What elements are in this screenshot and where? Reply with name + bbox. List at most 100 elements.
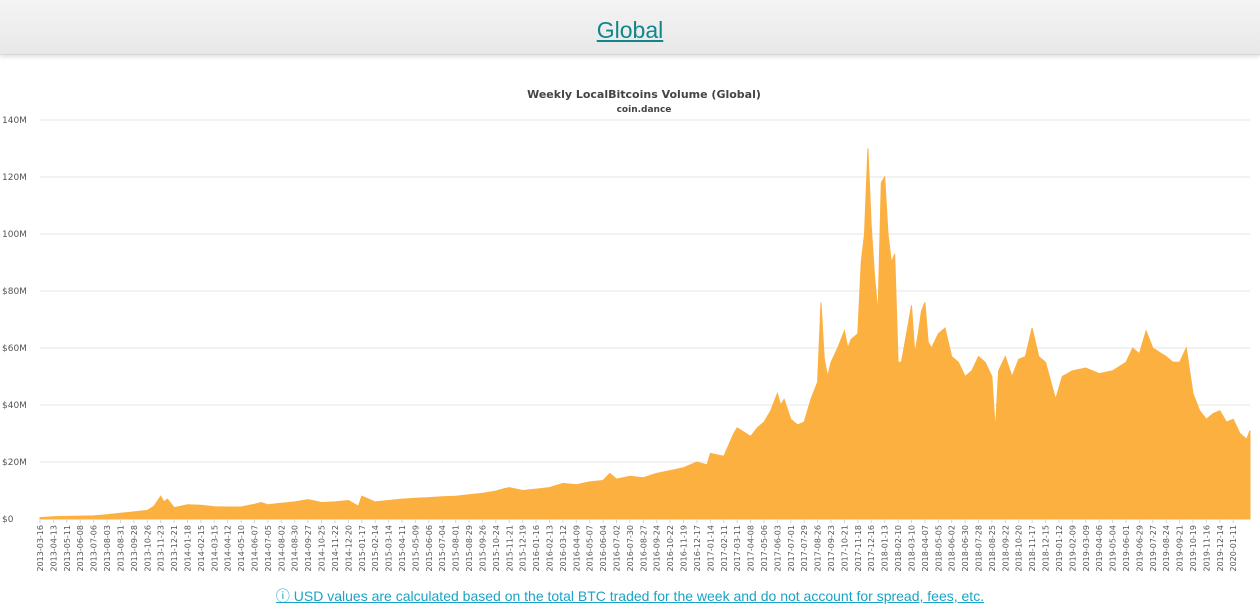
x-tick-label: 2014-01-18 <box>184 525 193 572</box>
x-tick-label: 2019-08-24 <box>1162 525 1171 572</box>
x-tick-label: 2013-04-13 <box>49 525 58 572</box>
x-tick-label: 2014-08-02 <box>277 525 286 572</box>
x-tick-label: 2017-10-21 <box>840 525 849 572</box>
x-tick-label: 2018-05-05 <box>934 525 943 572</box>
x-tick-label: 2018-06-30 <box>961 525 970 572</box>
x-tick-label: 2015-05-09 <box>411 525 420 572</box>
x-tick-label: 2017-09-23 <box>827 525 836 572</box>
x-tick-label: 2013-09-28 <box>130 525 139 572</box>
x-tick-label: 2019-01-12 <box>1055 525 1064 572</box>
x-tick-label: 2017-08-26 <box>814 525 823 572</box>
y-axis: $0 $20M $40M $60M $80M 100M 120M 140M <box>2 116 27 525</box>
x-tick-label: 2014-07-05 <box>264 525 273 572</box>
x-tick-label: 2014-08-30 <box>291 525 300 572</box>
x-tick-label: 2017-04-08 <box>747 525 756 572</box>
x-tick-label: 2018-03-10 <box>908 525 917 572</box>
x-tick-label: 2018-02-10 <box>894 525 903 572</box>
x-tick-label: 2015-07-04 <box>438 525 447 572</box>
x-tick-label: 2019-03-09 <box>1082 525 1091 572</box>
data-area <box>39 148 1251 520</box>
x-tick-label: 2016-01-16 <box>532 525 541 572</box>
x-tick-label: 2015-06-06 <box>425 525 434 572</box>
x-tick-label: 2015-02-14 <box>371 525 380 572</box>
x-tick-label: 2014-02-15 <box>197 525 206 572</box>
x-tick-label: 2015-10-24 <box>492 525 501 572</box>
x-tick-label: 2017-02-11 <box>720 525 729 572</box>
page-header: Global <box>0 0 1260 55</box>
x-tick-label: 2015-08-01 <box>452 525 461 572</box>
x-tick-label: 2019-04-06 <box>1095 525 1104 572</box>
x-tick-label: 2016-08-27 <box>639 525 648 572</box>
x-tick-label: 2016-11-19 <box>680 525 689 572</box>
x-tick-label: 2019-05-04 <box>1109 525 1118 572</box>
x-tick-label: 2015-12-19 <box>519 525 528 572</box>
x-tick-label: 2018-10-20 <box>1015 525 1024 572</box>
x-tick-label: 2014-11-22 <box>331 525 340 572</box>
volume-chart: Weekly LocalBitcoins Volume (Global) coi… <box>0 74 1260 582</box>
x-tick-label: 2019-11-16 <box>1202 525 1211 572</box>
x-tick-label: 2017-07-01 <box>787 525 796 572</box>
y-tick-label: $80M <box>2 287 27 297</box>
x-tick-label: 2018-08-25 <box>988 525 997 572</box>
x-tick-label: 2014-05-10 <box>237 525 246 572</box>
x-tick-label: 2016-10-22 <box>666 525 675 572</box>
x-tick-label: 2014-04-12 <box>224 525 233 572</box>
x-tick-label: 2013-11-23 <box>157 525 166 572</box>
y-tick-label: 100M <box>2 230 27 240</box>
x-tick-label: 2019-06-01 <box>1122 525 1131 572</box>
x-tick-label: 2014-06-07 <box>251 525 260 572</box>
y-tick-label: 120M <box>2 173 27 183</box>
grid-lines <box>40 119 1250 520</box>
x-tick-label: 2018-09-22 <box>1001 525 1010 572</box>
y-tick-label: 140M <box>2 116 27 126</box>
x-tick-label: 2014-09-27 <box>304 525 313 572</box>
x-tick-label: 2013-10-26 <box>143 525 152 572</box>
x-tick-label: 2014-03-15 <box>210 525 219 572</box>
x-tick-label: 2018-01-13 <box>881 525 890 572</box>
x-tick-label: 2019-06-29 <box>1135 525 1144 572</box>
x-tick-label: 2015-01-17 <box>358 525 367 572</box>
x-tick-label: 2016-06-04 <box>599 525 608 572</box>
x-tick-label: 2017-07-29 <box>800 525 809 572</box>
x-tick-label: 2014-10-25 <box>318 525 327 572</box>
x-tick-label: 2018-04-07 <box>921 525 930 572</box>
x-tick-label: 2016-07-30 <box>626 525 635 572</box>
x-tick-label: 2015-03-14 <box>385 525 394 572</box>
x-tick-label: 2017-06-03 <box>773 525 782 572</box>
chart-title: Weekly LocalBitcoins Volume (Global) <box>527 88 761 101</box>
x-tick-label: 2015-04-11 <box>398 525 407 572</box>
x-tick-label: 2013-03-16 <box>36 525 45 572</box>
y-tick-label: $60M <box>2 344 27 354</box>
x-tick-label: 2016-03-12 <box>559 525 568 572</box>
x-tick-label: 2016-12-17 <box>693 525 702 572</box>
x-tick-label: 2016-09-24 <box>653 525 662 572</box>
x-tick-label: 2015-11-21 <box>505 525 514 572</box>
y-tick-label: $40M <box>2 401 27 411</box>
usd-disclaimer-link[interactable]: ⓘ USD values are calculated based on the… <box>275 588 985 604</box>
x-tick-label: 2013-08-03 <box>103 525 112 572</box>
x-tick-label: 2013-05-11 <box>63 525 72 572</box>
chart-subtitle: coin.dance <box>617 105 672 115</box>
x-tick-label: 2016-02-13 <box>546 525 555 572</box>
x-tick-label: 2016-07-02 <box>613 525 622 572</box>
volume-area <box>39 148 1251 520</box>
region-title-link[interactable]: Global <box>596 17 664 43</box>
x-tick-label: 2015-09-26 <box>478 525 487 572</box>
x-tick-label: 2017-01-14 <box>706 525 715 572</box>
x-tick-label: 2017-03-11 <box>733 525 742 572</box>
x-tick-label: 2018-06-02 <box>948 525 957 572</box>
x-tick-label: 2017-11-18 <box>854 525 863 572</box>
x-tick-label: 2016-05-07 <box>586 525 595 572</box>
x-tick-label: 2013-08-31 <box>116 525 125 572</box>
x-tick-label: 2018-11-17 <box>1028 525 1037 572</box>
x-tick-label: 2018-12-15 <box>1042 525 1051 572</box>
x-tick-label: 2019-12-14 <box>1216 525 1225 572</box>
x-tick-label: 2019-02-09 <box>1068 525 1077 572</box>
x-tick-label: 2020-01-11 <box>1229 525 1238 572</box>
x-tick-label: 2018-07-28 <box>975 525 984 572</box>
x-tick-label: 2013-12-21 <box>170 525 179 572</box>
y-tick-label: $20M <box>2 458 27 468</box>
x-tick-label: 2013-07-06 <box>90 525 99 572</box>
x-tick-label: 2017-05-06 <box>760 525 769 572</box>
y-tick-label: $0 <box>2 515 14 525</box>
